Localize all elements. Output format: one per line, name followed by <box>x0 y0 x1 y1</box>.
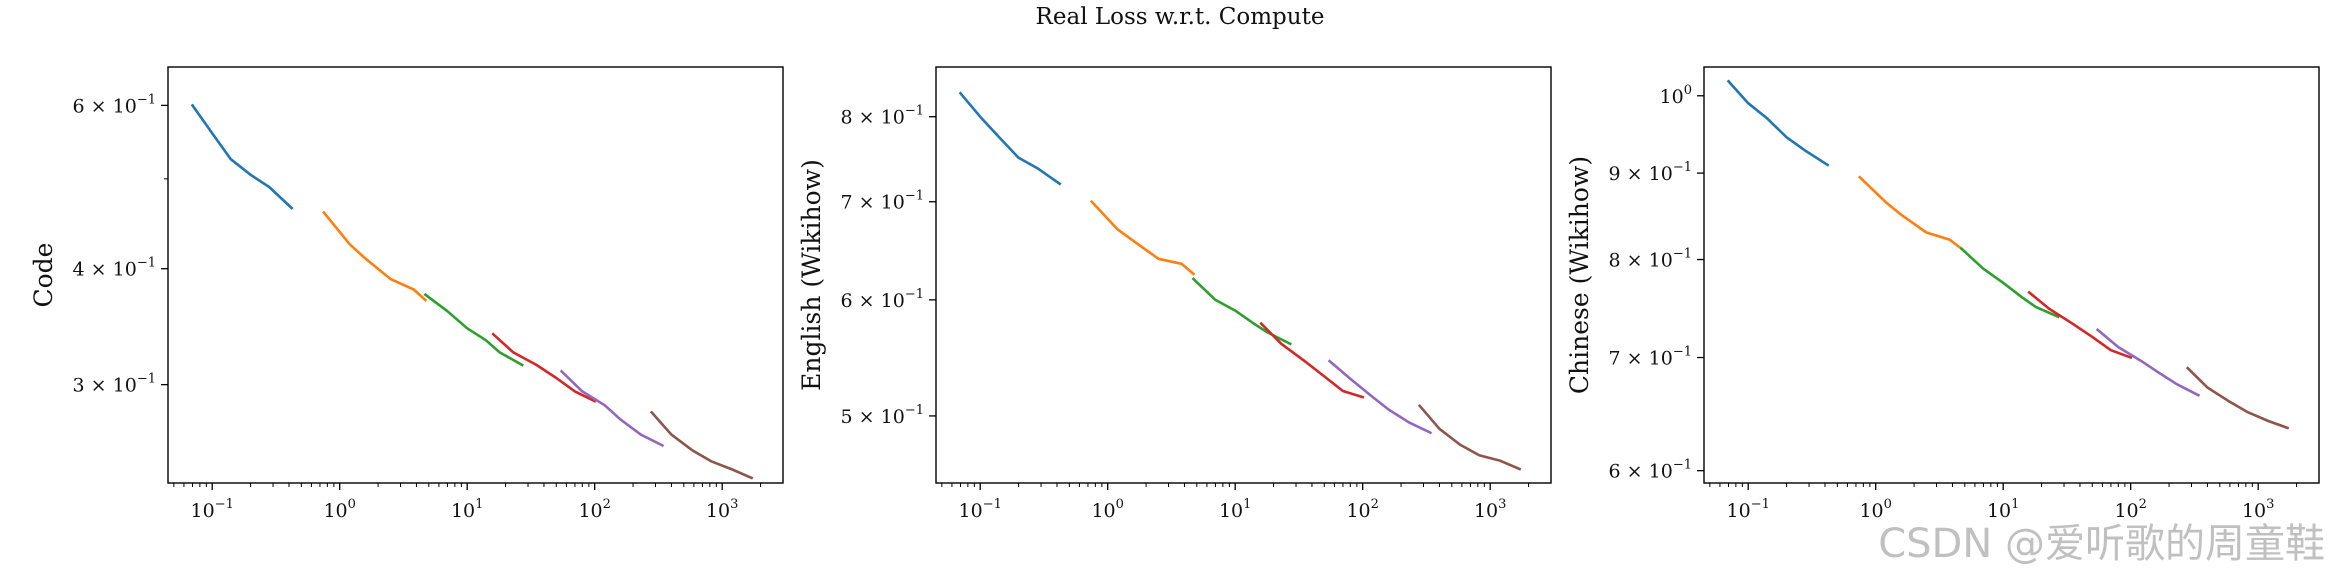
axes-frame <box>167 66 784 484</box>
series-line-5 <box>2095 327 2201 397</box>
x-tick-label: 101 <box>451 497 483 522</box>
y-tick-label: 5 × 10−1 <box>841 403 924 428</box>
axes-frame <box>935 66 1552 484</box>
series-line-1 <box>1726 79 1830 167</box>
subplots: 10−1 100 101 102 103 6 × 10−1 4 × 10−1 3 × 10−1… <box>29 66 2320 522</box>
x-tick-label: 103 <box>2242 497 2274 522</box>
subplot-3: 10−1 100 101 102 103 100 9 × 10−1 8 × 10−1 7 × 1… <box>1565 66 2320 522</box>
series-line-5 <box>1327 359 1433 435</box>
x-tick-label: 101 <box>1987 497 2019 522</box>
y-axis-label: Code <box>29 243 58 308</box>
y-tick-label: 7 × 10−1 <box>841 189 924 214</box>
x-tick-label: 10−1 <box>191 497 234 522</box>
x-tick-label: 100 <box>1859 497 1891 522</box>
y-axis-label: English (Wikihow) <box>797 159 826 391</box>
y-tick-label: 8 × 10−1 <box>841 104 924 129</box>
series-line-1 <box>958 91 1062 186</box>
series-line-2 <box>1089 199 1196 276</box>
series-line-3 <box>1959 246 2060 319</box>
y-tick-label: 3 × 10−1 <box>73 372 156 397</box>
series-line-3 <box>423 292 524 367</box>
series-line-6 <box>1417 403 1522 471</box>
x-tick-label: 102 <box>2114 497 2146 522</box>
axes-frame <box>1703 66 2320 484</box>
series-line-1 <box>190 103 294 210</box>
series-line-4 <box>2027 290 2133 360</box>
x-tick-label: 100 <box>323 497 355 522</box>
series-line-5 <box>559 369 665 448</box>
y-tick-label: 8 × 10−1 <box>1609 247 1692 272</box>
y-tick-label: 7 × 10−1 <box>1609 345 1692 370</box>
series-line-2 <box>321 210 428 302</box>
series-line-2 <box>1857 175 1964 251</box>
x-tick-label: 10−1 <box>959 497 1002 522</box>
x-tick-label: 100 <box>1091 497 1123 522</box>
series-line-4 <box>491 332 597 403</box>
x-tick-label: 102 <box>1346 497 1378 522</box>
csdn-watermark: CSDN @爱听歌的周童鞋 <box>1878 521 2325 567</box>
y-tick-label: 6 × 10−1 <box>841 287 924 312</box>
series-line-4 <box>1259 321 1365 399</box>
figure-title: Real Loss w.r.t. Compute <box>1036 4 1325 30</box>
x-tick-label: 10−1 <box>1727 497 1770 522</box>
series-line-6 <box>2185 366 2290 430</box>
y-tick-label: 4 × 10−1 <box>73 256 156 281</box>
y-axis-label: Chinese (Wikihow) <box>1565 156 1594 394</box>
subplot-1: 10−1 100 101 102 103 6 × 10−1 4 × 10−1 3 × 10−1… <box>29 66 784 522</box>
x-tick-label: 102 <box>578 497 610 522</box>
y-tick-label: 6 × 10−1 <box>1609 458 1692 483</box>
series-line-6 <box>649 410 754 480</box>
x-tick-label: 101 <box>1219 497 1251 522</box>
x-tick-label: 103 <box>706 497 738 522</box>
x-tick-label: 103 <box>1474 497 1506 522</box>
y-tick-label: 100 <box>1660 83 1692 108</box>
y-tick-label: 6 × 10−1 <box>73 92 156 117</box>
subplot-2: 10−1 100 101 102 103 8 × 10−1 7 × 10−1 6 × 10−1… <box>797 66 1552 522</box>
series-line-3 <box>1191 277 1292 346</box>
y-tick-label: 9 × 10−1 <box>1609 160 1692 185</box>
